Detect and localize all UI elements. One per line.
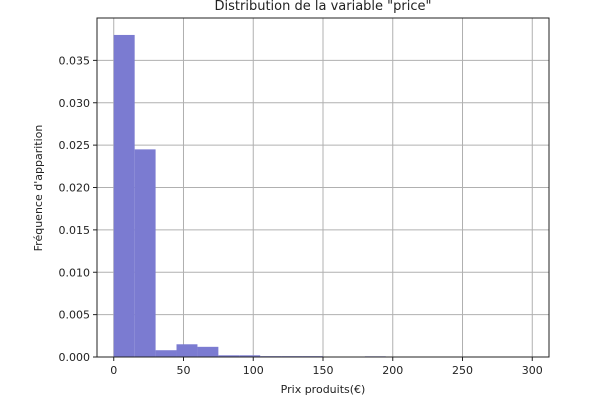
y-tick-label: 0.015	[59, 224, 91, 237]
y-tick-label: 0.025	[59, 139, 91, 152]
y-tick-label: 0.005	[59, 309, 91, 322]
x-tick-label: 200	[382, 364, 403, 377]
y-tick-label: 0.030	[59, 97, 91, 110]
x-tick-label: 250	[452, 364, 473, 377]
histogram-bar	[113, 34, 135, 357]
grid-lines	[97, 18, 549, 358]
histogram-bar	[134, 149, 156, 357]
x-axis-label: Prix produits(€)	[281, 383, 366, 396]
y-tick-label: 0.035	[59, 54, 91, 67]
x-tick-label: 300	[522, 364, 543, 377]
x-tick-label: 150	[313, 364, 334, 377]
x-axis-ticks: 0 50 100 150 200 250 300	[110, 357, 543, 377]
x-tick-label: 100	[243, 364, 264, 377]
y-tick-label: 0.010	[59, 266, 91, 279]
y-axis-label: Fréquence d'apparition	[32, 125, 45, 252]
histogram-bar	[155, 350, 177, 357]
chart-title: Distribution de la variable "price"	[215, 0, 432, 14]
y-axis-ticks: 0.000 0.005 0.010 0.015 0.020 0.025 0.030 0.035	[59, 54, 97, 364]
histogram-bar	[176, 344, 198, 357]
x-tick-label: 50	[176, 364, 190, 377]
histogram-bar	[239, 355, 261, 357]
histogram-bar	[197, 346, 219, 357]
histogram-bar	[218, 355, 240, 357]
y-tick-label: 0.000	[59, 351, 91, 364]
x-tick-label: 0	[110, 364, 117, 377]
y-tick-label: 0.020	[59, 182, 91, 195]
